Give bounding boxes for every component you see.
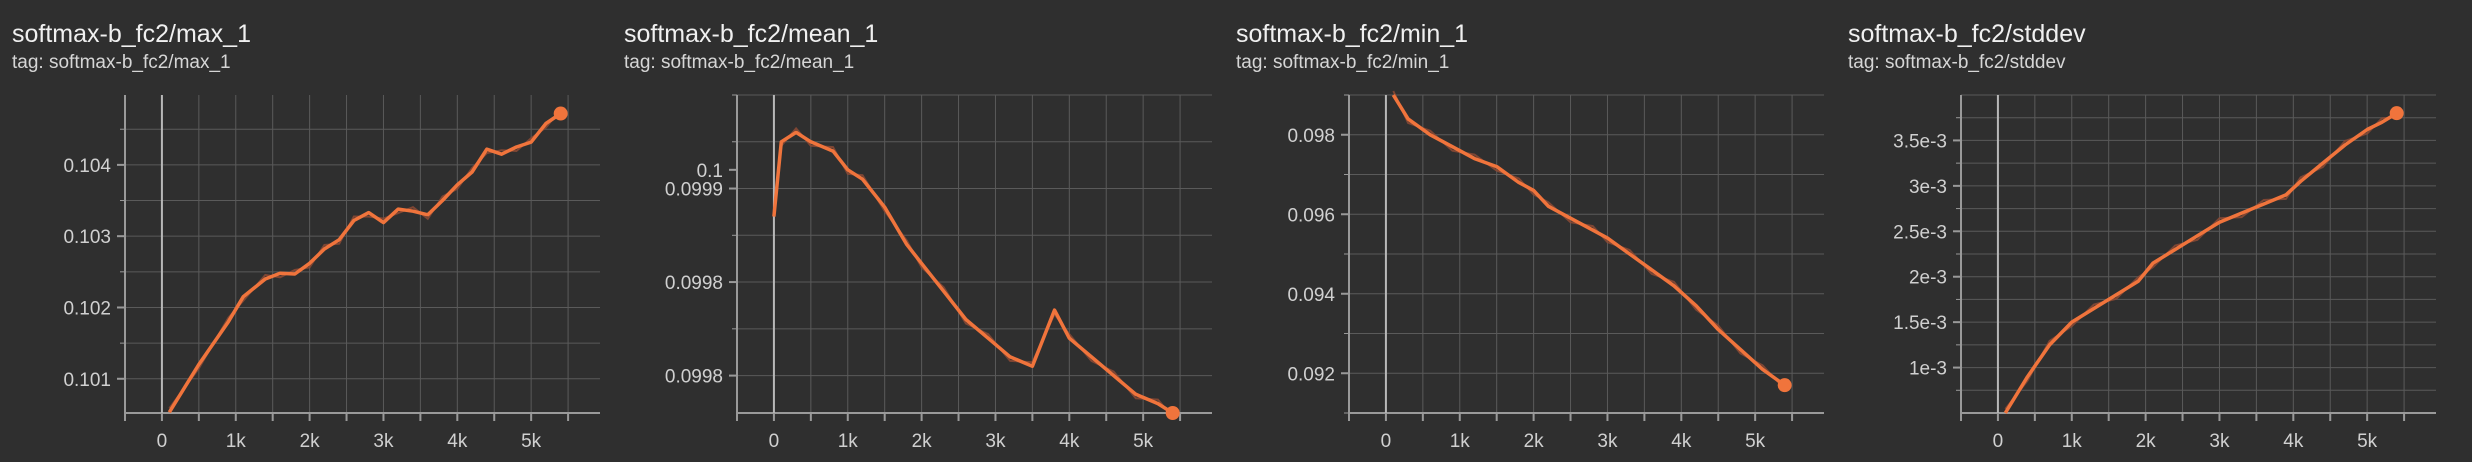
- x-tick-label: 2k: [1524, 431, 1545, 452]
- y-tick-label: 1.5e-3: [1893, 313, 1947, 334]
- y-tick-label: 0.096: [1287, 205, 1335, 226]
- x-tick-label: 0: [769, 431, 780, 452]
- x-tick-label: 5k: [1745, 431, 1766, 452]
- chart-tag: tag: softmax-b_fc2/max_1: [12, 52, 231, 73]
- chart-tag: tag: softmax-b_fc2/stddev: [1848, 52, 2066, 73]
- series-line: [2003, 111, 2398, 414]
- x-tick-label: 0: [1381, 431, 1392, 452]
- y-tick-label: 0.0998: [665, 273, 723, 294]
- x-tick-label: 4k: [447, 431, 468, 452]
- series-end-point: [1165, 406, 1180, 420]
- x-tick-label: 4k: [1059, 431, 1080, 452]
- series-end-point: [1777, 378, 1792, 393]
- x-tick-label: 4k: [1671, 431, 1692, 452]
- chart-plot-max[interactable]: 0.101 0.102 0.103 0.104 0 1k 2k 3k 4k 5k: [0, 0, 600, 462]
- x-tick-label: 1k: [1450, 431, 1471, 452]
- y-tick-label: 1e-3: [1909, 359, 1947, 380]
- y-tick-label: 0.092: [1287, 364, 1335, 385]
- series-end-point: [2389, 106, 2404, 121]
- x-tick-label: 1k: [838, 431, 859, 452]
- x-tick-label: 3k: [2209, 431, 2230, 452]
- y-tick-label: 0.103: [63, 227, 111, 248]
- y-tick-label: 2e-3: [1909, 268, 1947, 289]
- chart-tag: tag: softmax-b_fc2/min_1: [1236, 52, 1450, 73]
- chart-title: softmax-b_fc2/mean_1: [624, 20, 879, 48]
- y-tick-label: 0.0999: [665, 180, 723, 201]
- y-tick-label: 0.102: [63, 298, 111, 319]
- y-tick-label: 0.098: [1287, 126, 1335, 147]
- y-tick-label: 0.0998: [665, 367, 723, 388]
- x-tick-label: 2k: [2136, 431, 2157, 452]
- x-tick-label: 3k: [1597, 431, 1618, 452]
- chart-plot-min[interactable]: 0.092 0.094 0.096 0.098 0 1k 2k 3k 4k 5k: [1224, 0, 1824, 462]
- x-tick-label: 3k: [985, 431, 1006, 452]
- chart-panel-mean: softmax-b_fc2/mean_1 tag: softmax-b_fc2/…: [612, 0, 1212, 462]
- chart-title: softmax-b_fc2/min_1: [1236, 20, 1469, 48]
- x-tick-label: 5k: [2357, 431, 2378, 452]
- series-line: [772, 130, 1174, 415]
- chart-plot-stddev[interactable]: 1e-3 1.5e-3 2e-3 2.5e-3 3e-3 3.5e-3 0 1k 2k 3k 4k 5…: [1836, 0, 2436, 462]
- x-tick-label: 4k: [2283, 431, 2304, 452]
- series-raw-line: [2004, 116, 2397, 410]
- series-line: [1391, 94, 1786, 387]
- x-tick-label: 2k: [300, 431, 321, 452]
- series-end-point: [553, 106, 568, 121]
- series-raw-line: [168, 108, 562, 409]
- series-raw-line: [1392, 90, 1786, 390]
- x-tick-label: 0: [1993, 431, 2004, 452]
- y-tick-label: 0.094: [1287, 285, 1335, 306]
- chart-panel-stddev: softmax-b_fc2/stddev tag: softmax-b_fc2/…: [1836, 0, 2436, 462]
- y-tick-label: 0.1: [697, 161, 723, 182]
- x-tick-label: 1k: [226, 431, 247, 452]
- x-tick-label: 1k: [2062, 431, 2083, 452]
- y-tick-label: 2.5e-3: [1893, 222, 1947, 243]
- y-tick-label: 3.5e-3: [1893, 131, 1947, 152]
- x-tick-label: 5k: [1133, 431, 1154, 452]
- series-line: [167, 112, 562, 414]
- x-tick-label: 5k: [521, 431, 542, 452]
- chart-panel-max: softmax-b_fc2/max_1 tag: softmax-b_fc2/m…: [0, 0, 600, 462]
- chart-panel-min: softmax-b_fc2/min_1 tag: softmax-b_fc2/m…: [1224, 0, 1824, 462]
- x-tick-label: 0: [157, 431, 168, 452]
- x-tick-label: 2k: [912, 431, 933, 452]
- y-tick-label: 3e-3: [1909, 177, 1947, 198]
- y-tick-label: 0.104: [63, 156, 111, 177]
- chart-title: softmax-b_fc2/max_1: [12, 20, 251, 48]
- chart-title: softmax-b_fc2/stddev: [1848, 20, 2086, 48]
- y-tick-label: 0.101: [63, 370, 111, 391]
- chart-tag: tag: softmax-b_fc2/mean_1: [624, 52, 855, 73]
- x-tick-label: 3k: [373, 431, 394, 452]
